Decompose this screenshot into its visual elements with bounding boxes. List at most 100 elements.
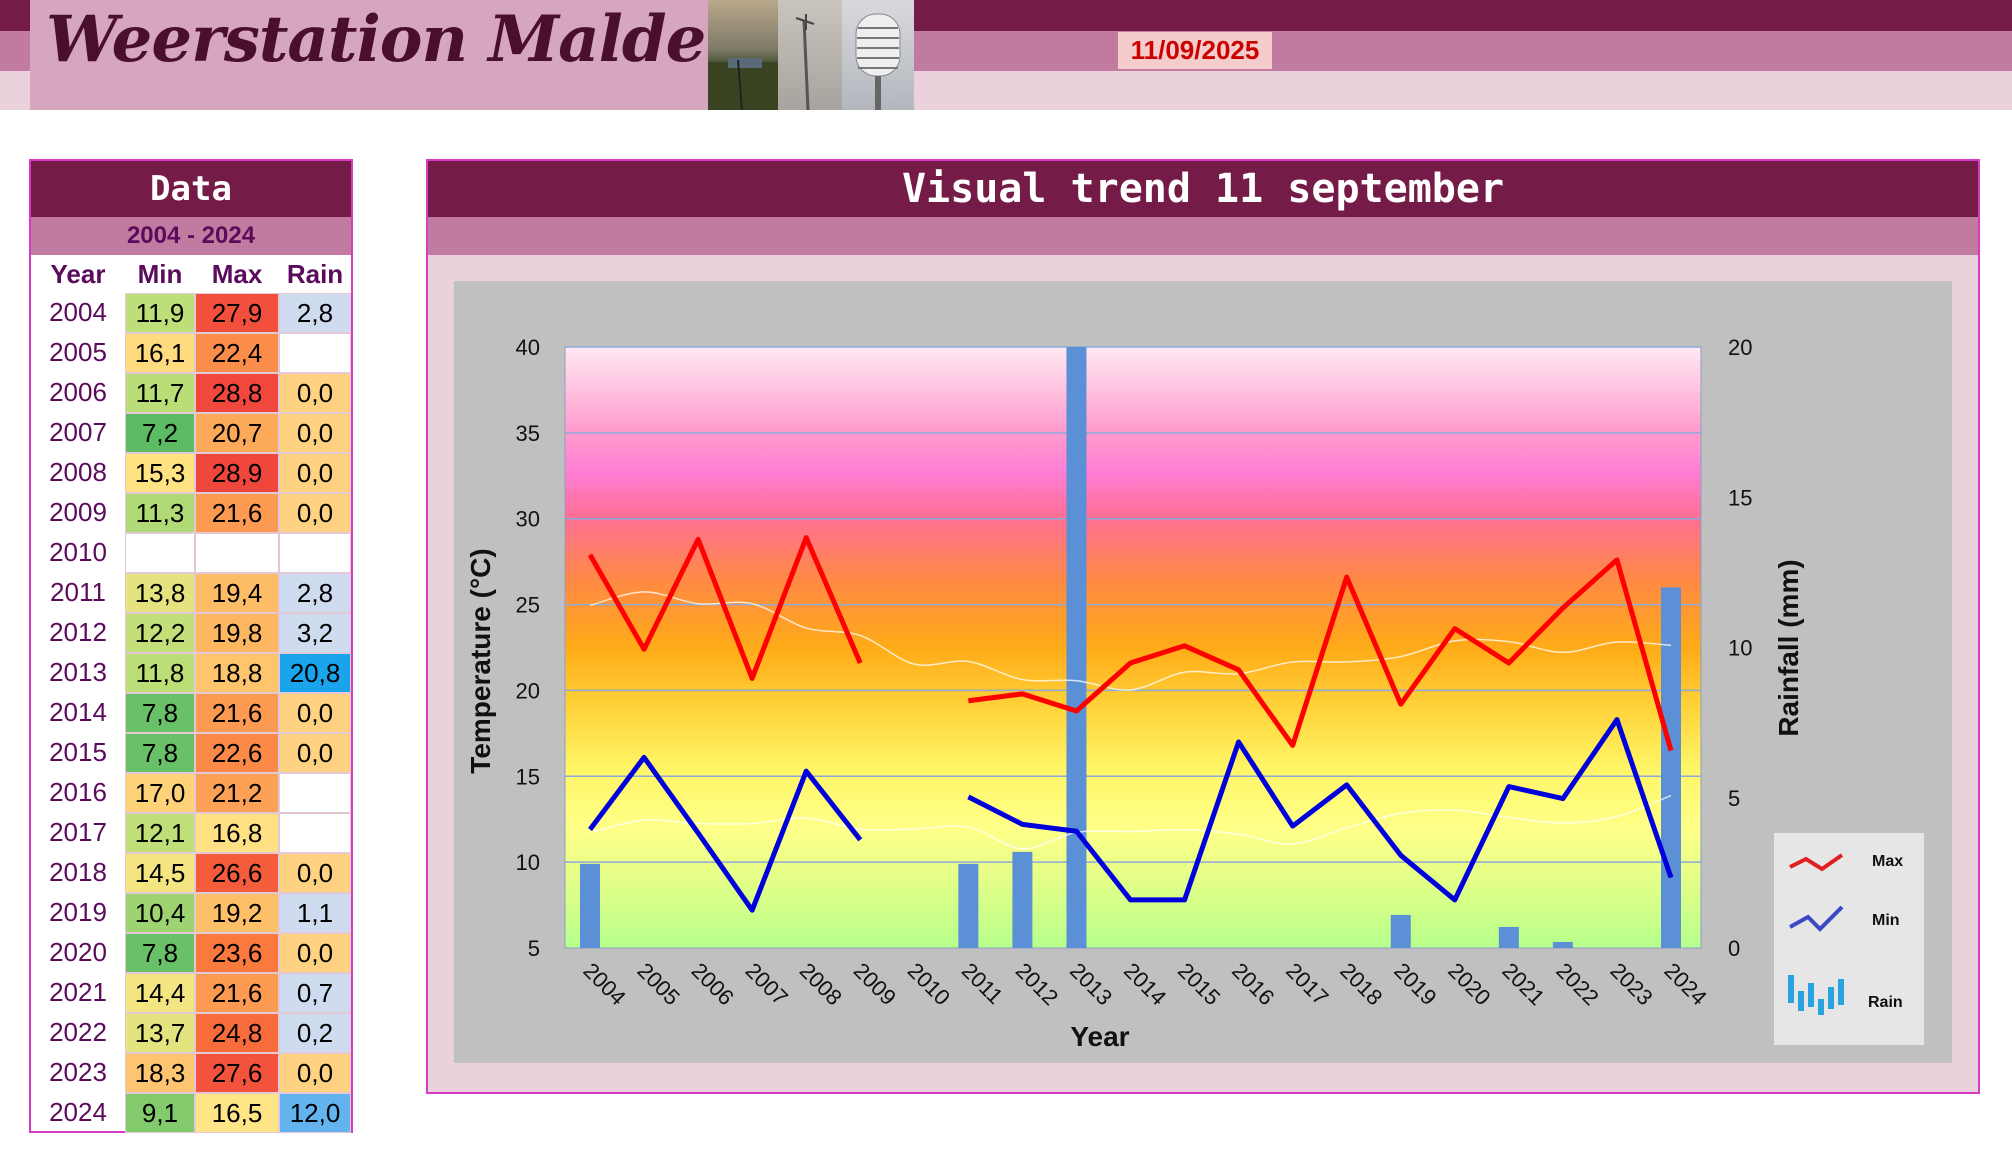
y-tick-label: 35 xyxy=(516,421,540,446)
max-cell: 19,8 xyxy=(195,613,279,653)
max-cell: 22,4 xyxy=(195,333,279,373)
min-cell: 10,4 xyxy=(125,893,195,933)
min-cell: 11,3 xyxy=(125,493,195,533)
table-row: 2011 13,8 19,4 2,8 xyxy=(31,573,351,613)
year-cell: 2018 xyxy=(49,857,107,887)
max-cell: 19,4 xyxy=(195,573,279,613)
y-tick-label: 15 xyxy=(516,764,540,789)
legend-rain-swatch xyxy=(1798,991,1804,1011)
min-cell: 13,7 xyxy=(125,1013,195,1053)
header-min: Min xyxy=(137,259,183,289)
table-row: 2012 12,2 19,8 3,2 xyxy=(31,613,351,653)
table-row: 2006 11,7 28,8 0,0 xyxy=(31,373,351,413)
legend-max-swatch xyxy=(1789,853,1844,872)
station-photo-field xyxy=(708,0,778,111)
min-cell: 11,7 xyxy=(125,373,195,413)
max-cell: 19,2 xyxy=(195,893,279,933)
max-cell: 16,5 xyxy=(195,1093,279,1133)
chart-subband xyxy=(428,217,1978,255)
year-cell: 2023 xyxy=(49,1057,107,1087)
year-cell: 2024 xyxy=(49,1097,107,1127)
min-cell: 7,2 xyxy=(125,413,195,453)
y2-axis-title: Rainfall (mm) xyxy=(1773,559,1804,736)
rain-cell: 20,8 xyxy=(279,653,351,693)
year-cell: 2014 xyxy=(49,697,107,727)
header-rain: Rain xyxy=(286,259,344,289)
mast-photo-icon xyxy=(795,14,815,111)
rain-cell: 0,0 xyxy=(279,1053,351,1093)
min-cell xyxy=(125,533,195,573)
y2-tick-label: 10 xyxy=(1728,636,1752,661)
field-photo-icon xyxy=(708,58,778,111)
rain-cell: 0,0 xyxy=(279,733,351,773)
table-row: 2020 7,8 23,6 0,0 xyxy=(31,933,351,973)
data-table-header: Year Min Max Rain xyxy=(31,255,351,293)
rain-cell: 2,8 xyxy=(279,293,351,333)
rain-bar xyxy=(1498,926,1519,948)
min-cell: 9,1 xyxy=(125,1093,195,1133)
max-cell: 21,2 xyxy=(195,773,279,813)
max-cell: 28,9 xyxy=(195,453,279,493)
legend-rain-label: Rain xyxy=(1868,994,1903,1011)
max-cell xyxy=(195,533,279,573)
min-cell: 12,1 xyxy=(125,813,195,853)
x-axis-title: Year xyxy=(1070,1021,1129,1052)
max-cell: 21,6 xyxy=(195,973,279,1013)
year-cell: 2012 xyxy=(49,617,107,647)
y2-tick-label: 15 xyxy=(1728,485,1752,510)
max-cell: 21,6 xyxy=(195,493,279,533)
max-cell: 16,8 xyxy=(195,813,279,853)
y-tick-label: 30 xyxy=(516,507,540,532)
chart-panel: Visual trend 11 september 5 10 15 20 25 30 35 4… xyxy=(426,159,1980,1094)
site-title: Weerstation Malderen xyxy=(46,2,824,77)
legend-rain-swatch xyxy=(1828,987,1834,1009)
min-cell: 13,8 xyxy=(125,573,195,613)
max-cell: 20,7 xyxy=(195,413,279,453)
rain-bar xyxy=(958,863,979,948)
rain-cell: 0,2 xyxy=(279,1013,351,1053)
table-row: 2004 11,9 27,9 2,8 xyxy=(31,293,351,333)
max-cell: 28,8 xyxy=(195,373,279,413)
min-cell: 7,8 xyxy=(125,933,195,973)
y-tick-label: 40 xyxy=(516,335,540,360)
chart-legend: Max Min Rain xyxy=(1774,833,1924,1045)
y-tick-label: 25 xyxy=(516,593,540,618)
data-table: Data 2004 - 2024 Year Min Max Rain 2004 1… xyxy=(29,159,353,1133)
series-line-max xyxy=(968,557,1674,752)
rain-cell: 0,7 xyxy=(279,973,351,1013)
rain-cell xyxy=(279,773,351,813)
min-cell: 17,0 xyxy=(125,773,195,813)
max-cell: 26,6 xyxy=(195,853,279,893)
rain-cell: 0,0 xyxy=(279,493,351,533)
max-cell: 27,9 xyxy=(195,293,279,333)
year-cell: 2020 xyxy=(49,937,107,967)
legend-rain-swatch xyxy=(1818,999,1824,1015)
min-cell: 15,3 xyxy=(125,453,195,493)
min-cell: 18,3 xyxy=(125,1053,195,1093)
chart-title: Visual trend 11 september xyxy=(428,161,1978,217)
y-tick-label: 5 xyxy=(528,936,540,961)
current-date: 11/09/2025 xyxy=(1118,32,1272,69)
table-row: 2017 12,1 16,8 xyxy=(31,813,351,853)
rain-cell xyxy=(279,813,351,853)
rain-bar xyxy=(1552,941,1573,948)
legend-min-label: Min xyxy=(1872,912,1900,929)
table-row: 2008 15,3 28,9 0,0 xyxy=(31,453,351,493)
legend-min-swatch xyxy=(1789,905,1844,932)
table-row: 2018 14,5 26,6 0,0 xyxy=(31,853,351,893)
year-cell: 2010 xyxy=(49,537,107,567)
rain-cell: 3,2 xyxy=(279,613,351,653)
rain-bar xyxy=(1012,851,1033,948)
data-table-title: Data xyxy=(31,161,351,217)
year-cell: 2008 xyxy=(49,457,107,487)
trendline-max xyxy=(589,591,1672,691)
series-line-min xyxy=(967,717,1674,903)
max-cell: 18,8 xyxy=(195,653,279,693)
legend-max-label: Max xyxy=(1872,853,1903,870)
rain-cell: 1,1 xyxy=(279,893,351,933)
year-cell: 2019 xyxy=(49,897,107,927)
station-photo-mast xyxy=(778,0,842,111)
year-cell: 2006 xyxy=(49,377,107,407)
min-cell: 14,5 xyxy=(125,853,195,893)
table-row: 2007 7,2 20,7 0,0 xyxy=(31,413,351,453)
